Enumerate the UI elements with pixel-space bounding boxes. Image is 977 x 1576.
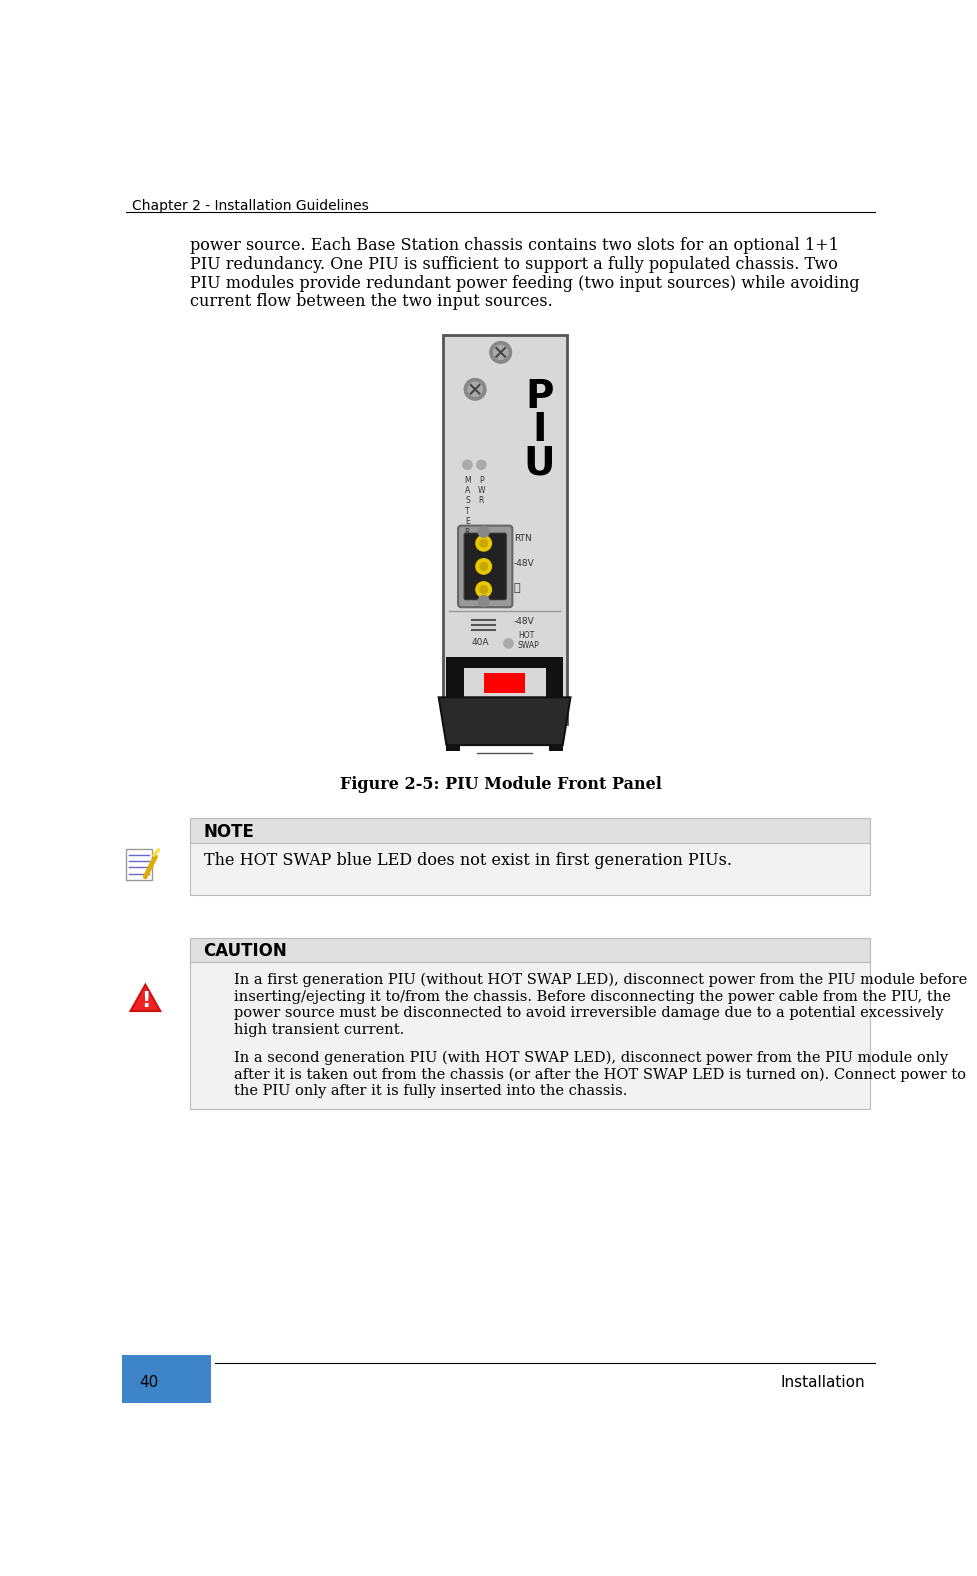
Text: -48V: -48V xyxy=(514,618,534,626)
Circle shape xyxy=(478,596,489,607)
Polygon shape xyxy=(439,697,571,745)
FancyBboxPatch shape xyxy=(443,336,567,725)
Text: Chapter 2 - Installation Guidelines: Chapter 2 - Installation Guidelines xyxy=(132,199,369,213)
Circle shape xyxy=(504,638,513,648)
Text: PIU redundancy. One PIU is sufficient to support a fully populated chassis. Two: PIU redundancy. One PIU is sufficient to… xyxy=(190,255,837,273)
Bar xyxy=(190,843,870,895)
Bar xyxy=(190,818,870,843)
Text: T: T xyxy=(465,507,470,515)
Bar xyxy=(446,745,460,752)
Text: U: U xyxy=(524,444,555,482)
Text: current flow between the two input sources.: current flow between the two input sourc… xyxy=(190,293,552,310)
Text: M: M xyxy=(464,476,471,484)
Text: I: I xyxy=(532,411,547,449)
Text: the PIU only after it is fully inserted into the chassis.: the PIU only after it is fully inserted … xyxy=(234,1084,628,1098)
Text: HOT
SWAP: HOT SWAP xyxy=(518,630,539,649)
Polygon shape xyxy=(131,985,160,1012)
Text: In a first generation PIU (without HOT SWAP LED), disconnect power from the PIU : In a first generation PIU (without HOT S… xyxy=(234,972,968,988)
Bar xyxy=(126,849,152,879)
Text: The HOT SWAP blue LED does not exist in first generation PIUs.: The HOT SWAP blue LED does not exist in … xyxy=(203,853,732,868)
Text: RTN: RTN xyxy=(514,534,531,544)
Text: NOTE: NOTE xyxy=(203,823,254,842)
Bar xyxy=(446,657,463,697)
Text: !: ! xyxy=(141,991,150,1010)
Circle shape xyxy=(468,383,483,396)
Text: Installation: Installation xyxy=(781,1374,866,1390)
Text: Figure 2-5: PIU Module Front Panel: Figure 2-5: PIU Module Front Panel xyxy=(340,775,661,793)
Text: CAUTION: CAUTION xyxy=(203,942,287,960)
Circle shape xyxy=(477,460,486,470)
Circle shape xyxy=(463,460,472,470)
Text: inserting/ejecting it to/from the chassis. Before disconnecting the power cable : inserting/ejecting it to/from the chassi… xyxy=(234,990,952,1004)
Circle shape xyxy=(464,378,486,400)
Text: after it is taken out from the chassis (or after the HOT SWAP LED is turned on).: after it is taken out from the chassis (… xyxy=(234,1067,966,1081)
Circle shape xyxy=(480,539,488,547)
Bar xyxy=(190,938,870,963)
Bar xyxy=(446,657,563,668)
Text: 40: 40 xyxy=(139,1374,158,1390)
FancyBboxPatch shape xyxy=(458,526,512,607)
Text: -48V: -48V xyxy=(514,559,534,567)
Text: W: W xyxy=(478,485,486,495)
Text: PIU modules provide redundant power feeding (two input sources) while avoiding: PIU modules provide redundant power feed… xyxy=(190,274,859,292)
Circle shape xyxy=(480,586,488,594)
Text: A: A xyxy=(465,485,470,495)
Text: power source. Each Base Station chassis contains two slots for an optional 1+1: power source. Each Base Station chassis … xyxy=(190,236,838,254)
Text: R: R xyxy=(465,528,470,536)
Text: S: S xyxy=(465,496,470,506)
Circle shape xyxy=(476,559,491,574)
Text: high transient current.: high transient current. xyxy=(234,1023,404,1037)
FancyBboxPatch shape xyxy=(464,533,506,599)
Text: power source must be disconnected to avoid irreversible damage due to a potentia: power source must be disconnected to avo… xyxy=(234,1005,944,1020)
Text: In a second generation PIU (with HOT SWAP LED), disconnect power from the PIU mo: In a second generation PIU (with HOT SWA… xyxy=(234,1051,949,1065)
Circle shape xyxy=(476,582,491,597)
Bar xyxy=(485,673,525,693)
Text: E: E xyxy=(465,517,470,526)
Circle shape xyxy=(489,342,512,362)
Bar xyxy=(546,657,563,697)
Circle shape xyxy=(476,536,491,552)
Bar xyxy=(122,1355,211,1403)
Circle shape xyxy=(478,526,489,537)
Bar xyxy=(549,745,563,752)
Text: 40A: 40A xyxy=(472,638,489,648)
Text: R: R xyxy=(479,496,484,506)
Text: P: P xyxy=(526,378,554,416)
Circle shape xyxy=(480,563,488,571)
Text: P: P xyxy=(479,476,484,484)
Circle shape xyxy=(493,345,508,359)
Bar xyxy=(190,963,870,1110)
Text: ⏚: ⏚ xyxy=(514,583,521,593)
